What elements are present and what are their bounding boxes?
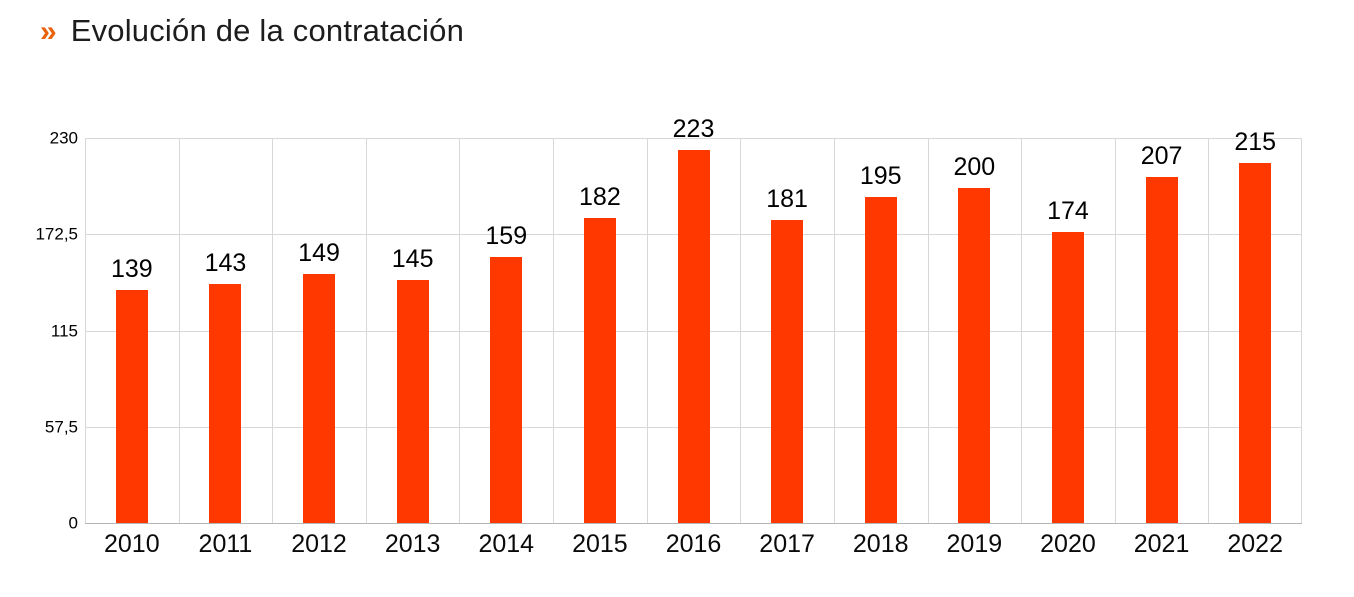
vertical-gridline	[1301, 138, 1302, 523]
bar-value-label: 200	[953, 153, 996, 182]
vertical-gridline	[1208, 138, 1210, 523]
x-axis-tick-label: 2011	[198, 530, 253, 558]
bar-value-label: 139	[110, 255, 153, 284]
bar-2014	[490, 256, 523, 523]
bar-value-label: 182	[579, 183, 621, 212]
y-axis-tick-label: 57,5	[44, 417, 78, 437]
bar-2020	[1051, 231, 1084, 523]
x-axis-tick-label: 2022	[1227, 530, 1283, 558]
x-axis-tick-label: 2014	[478, 530, 535, 558]
y-axis-tick-label: 0	[68, 513, 78, 533]
vertical-gridline	[459, 138, 461, 523]
x-axis-tick-label: 2015	[572, 530, 628, 558]
bar-2021	[1145, 176, 1178, 523]
horizontal-gridline	[85, 138, 1302, 139]
y-axis-tick-label: 172,5	[35, 224, 78, 244]
bar-value-label: 195	[859, 161, 902, 190]
bar-2019	[958, 188, 991, 523]
bar-value-label: 145	[391, 245, 434, 274]
bar-value-label: 215	[1234, 128, 1277, 157]
vertical-gridline	[646, 138, 648, 523]
vertical-gridline	[178, 138, 180, 523]
y-axis-line	[85, 138, 86, 523]
x-axis-tick-label: 2018	[852, 530, 909, 558]
vertical-gridline	[365, 138, 367, 523]
x-axis-tick-label: 2012	[291, 530, 347, 558]
page-title: Evolución de la contratación	[70, 13, 465, 48]
bar-value-label: 174	[1047, 196, 1089, 225]
x-axis-tick-label: 2010	[103, 530, 160, 558]
x-axis-tick-label: 2013	[384, 530, 441, 558]
bar-2012	[303, 273, 336, 523]
vertical-gridline	[1021, 138, 1023, 523]
bar-value-label: 181	[766, 185, 808, 214]
vertical-gridline	[927, 138, 929, 523]
bar-2017	[771, 220, 804, 523]
y-axis-tick-label: 230	[49, 128, 78, 148]
bar-value-label: 207	[1140, 141, 1183, 170]
bar-2011	[209, 283, 242, 523]
vertical-gridline	[833, 138, 835, 523]
bar-value-label: 143	[204, 248, 247, 277]
bar-2013	[396, 280, 429, 523]
vertical-gridline	[272, 138, 274, 523]
vertical-gridline	[1114, 138, 1116, 523]
bar-value-label: 159	[485, 221, 528, 250]
bar-value-label: 223	[672, 114, 715, 143]
y-axis-tick-label: 115	[50, 321, 78, 340]
chart-header: » Evolución de la contratación	[40, 13, 465, 48]
vertical-gridline	[740, 138, 742, 523]
bar-2010	[115, 290, 148, 523]
x-axis-tick-label: 2016	[665, 530, 722, 558]
plot-area: 139 143 149 145 159 182 223 181 195 200 174 207 215	[85, 116, 1302, 524]
bar-2016	[677, 149, 710, 523]
x-axis-line	[85, 523, 1302, 524]
x-axis-tick-label: 2020	[1040, 530, 1096, 558]
header-bullet-icon: »	[40, 15, 57, 48]
x-axis-tick-label: 2019	[946, 530, 1003, 558]
bar-2015	[583, 218, 616, 523]
x-axis-tick-label: 2021	[1133, 530, 1190, 558]
x-axis-tick-label: 2017	[759, 530, 815, 558]
bar-2022	[1239, 163, 1272, 523]
bar-value-label: 149	[298, 238, 340, 267]
vertical-gridline	[553, 138, 555, 523]
bar-2018	[864, 196, 897, 523]
